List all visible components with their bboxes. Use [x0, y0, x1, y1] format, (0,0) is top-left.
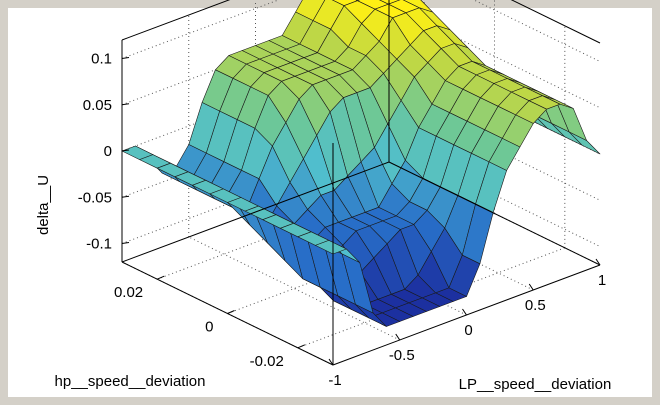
z-tick-label: 0.05 [83, 97, 112, 114]
y-tick-mark [297, 344, 306, 349]
z-tick-mark [121, 242, 130, 244]
z-tick-label: -0.1 [86, 236, 112, 253]
x-tick-label: 0 [464, 322, 472, 339]
z-tick-label: 0.1 [91, 51, 112, 68]
surface-layer [121, 0, 601, 327]
box-edge [121, 0, 231, 41]
y-tick-label: 0 [205, 319, 213, 336]
y-tick-label: -0.02 [250, 353, 284, 370]
x-tick-mark [395, 333, 401, 341]
surface-patch [315, 240, 347, 255]
box-edge [388, 161, 601, 266]
z-tick-mark [121, 195, 130, 198]
z-tick-label: -0.05 [78, 189, 112, 206]
box-edge [510, 0, 601, 44]
z-tick-mark [121, 57, 130, 59]
x-tick-mark [328, 358, 334, 366]
x-tick-label: -0.5 [389, 347, 415, 364]
x-tick-mark [528, 283, 534, 291]
z-tick-mark [121, 149, 130, 152]
x-tick-label: -1 [328, 372, 341, 389]
x-tick-label: 1 [598, 272, 606, 289]
z-axis-label: delta__U [35, 175, 52, 235]
x-tick-label: 0.5 [525, 297, 546, 314]
y-tick-mark [156, 275, 165, 280]
box-edge [121, 161, 390, 263]
x-axis-label: LP__speed__deviation [459, 376, 612, 393]
z-tick-label: 0 [104, 143, 112, 160]
y-axis-label: hp__speed__deviation [55, 373, 206, 390]
y-tick-label: 0.02 [114, 284, 143, 301]
tick-layer: -0.1 -0.05 0 0.05 0.1 -0.02 0 0.02 -1 -0.5 0 0.5 1 [78, 51, 606, 390]
x-tick-mark [595, 258, 601, 266]
y-tick-mark [227, 310, 235, 314]
x-tick-mark [462, 308, 467, 316]
z-tick-mark [121, 103, 130, 106]
